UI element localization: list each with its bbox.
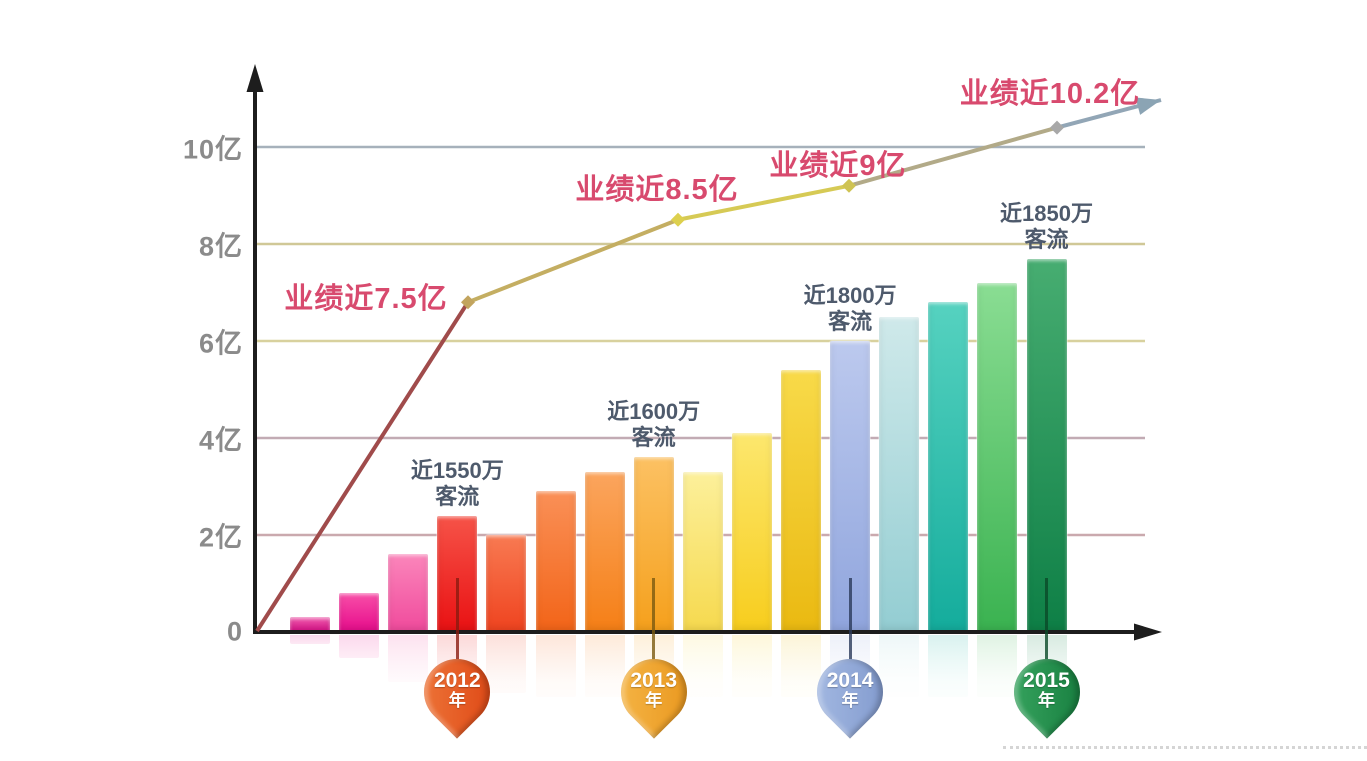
bar-1 [290, 617, 330, 632]
traffic-annotation-1: 近1550万 客流 [411, 458, 504, 510]
bar-15 [977, 282, 1018, 632]
trend-dot-3 [842, 178, 856, 193]
y-axis-tick-label-8: 8亿 [198, 231, 243, 262]
traffic-annotation-line2: 客流 [435, 483, 480, 509]
traffic-annotation-4: 近1850万 客流 [1000, 201, 1093, 253]
year-pin-2015: 2015 年 [999, 645, 1094, 739]
performance-annotation-4: 业绩近10.2亿 [959, 78, 1141, 110]
pin-needle-2014 [848, 578, 852, 670]
y-axis-tick-label-10: 10亿 [182, 134, 243, 165]
pin-needle-2015 [1045, 578, 1048, 670]
traffic-annotation-line2: 客流 [828, 308, 873, 334]
year-pin-suffix: 年 [841, 691, 859, 711]
bar-16 [1026, 258, 1067, 632]
performance-annotation-1: 业绩近7.5亿 [284, 283, 448, 315]
y-axis-arrow-icon [246, 64, 264, 92]
traffic-annotation-line1: 近1600万 [607, 399, 701, 425]
bar-5 [486, 535, 527, 632]
year-pin-label: 2012 年 [424, 659, 490, 721]
year-pin-suffix: 年 [448, 691, 466, 711]
trend-dot-4 [1050, 120, 1064, 135]
year-pin-year: 2013 [630, 669, 678, 693]
bar-10 [731, 433, 772, 632]
bar-14 [928, 302, 969, 632]
trend-line-segment-1 [255, 301, 470, 633]
traffic-annotation-line2: 客流 [631, 425, 676, 451]
bar-9 [682, 471, 723, 632]
trend-arrow-icon [1135, 97, 1161, 115]
y-axis-tick-label-2: 2亿 [198, 522, 243, 553]
bar-11 [781, 370, 821, 632]
traffic-annotation-line2: 客流 [1024, 226, 1069, 252]
year-pin-label: 2015 年 [1014, 659, 1080, 721]
year-pin-label: 2013 年 [621, 659, 687, 721]
traffic-annotation-line1: 近1800万 [803, 283, 897, 308]
bar-7 [584, 471, 625, 632]
year-pin-2013: 2013 年 [607, 645, 701, 739]
performance-annotation-3: 业绩近9亿 [769, 150, 907, 182]
bar-6 [535, 491, 576, 632]
year-pin-suffix: 年 [1038, 691, 1055, 711]
y-axis-tick-label-0: 0 [226, 616, 243, 647]
bar-13 [879, 316, 920, 632]
year-pin-suffix: 年 [645, 691, 663, 711]
trend-dot-2 [671, 212, 685, 227]
trend-dot-1 [461, 295, 475, 310]
year-pin-year: 2012 [433, 669, 481, 693]
traffic-annotation-line1: 近1850万 [1000, 200, 1093, 226]
bar-2 [339, 593, 380, 632]
year-pin-2012: 2012 年 [410, 645, 504, 739]
y-axis-tick-label-6: 6亿 [198, 328, 243, 359]
trend-line-segment-3 [677, 183, 850, 222]
bar-3 [388, 554, 429, 632]
traffic-annotation-2: 近1600万 客流 [607, 399, 700, 451]
photo-edge-artifact [1003, 746, 1367, 749]
y-axis-tick-label-4: 4亿 [198, 425, 243, 456]
traffic-annotation-3: 近1800万 客流 [804, 283, 897, 335]
trend-line-segment-2 [467, 217, 679, 305]
pin-needle-2012 [455, 578, 459, 670]
year-pin-2014: 2014 年 [803, 645, 897, 739]
year-pin-year: 2014 [826, 669, 874, 693]
x-axis-arrow-icon [1134, 623, 1162, 641]
year-pin-year: 2015 [1023, 669, 1070, 693]
traffic-annotation-line1: 近1550万 [410, 457, 504, 483]
trend-line-segment-4 [848, 125, 1058, 188]
year-pin-label: 2014 年 [817, 659, 883, 721]
pin-needle-2013 [652, 578, 656, 670]
performance-annotation-2: 业绩近8.5亿 [575, 174, 739, 206]
